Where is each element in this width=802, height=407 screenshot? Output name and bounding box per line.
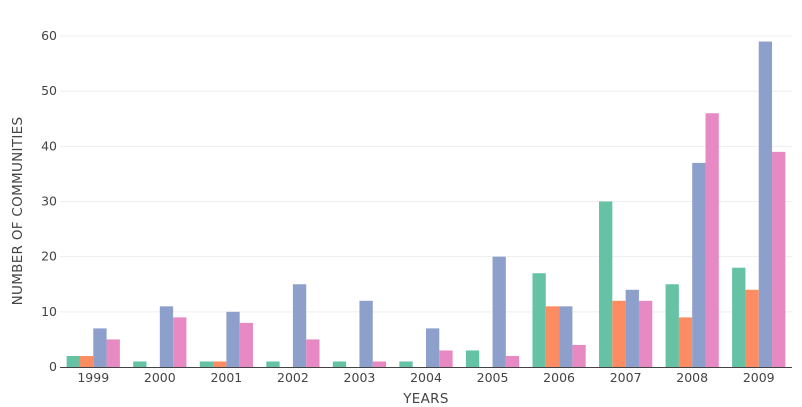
x-tick-label: 2000 xyxy=(144,370,176,385)
bar-2009-series-1[interactable] xyxy=(732,267,746,367)
bar-2002-series-3[interactable] xyxy=(292,284,307,367)
x-axis-title: YEARS xyxy=(402,391,448,407)
bar-2008-series-3[interactable] xyxy=(692,162,706,367)
bar-2006-series-1[interactable] xyxy=(532,273,546,367)
bar-2004-series-3[interactable] xyxy=(426,328,440,367)
bar-2006-series-4[interactable] xyxy=(572,344,586,367)
bar-2007-series-2[interactable] xyxy=(612,300,626,367)
bar-2007-series-1[interactable] xyxy=(599,201,613,367)
x-tick-label: 2008 xyxy=(676,370,708,385)
x-tick-label: 2009 xyxy=(743,370,775,385)
bar-2003-series-1[interactable] xyxy=(332,361,347,367)
bar-2005-series-3[interactable] xyxy=(492,256,506,367)
y-tick-label: 30 xyxy=(41,194,57,209)
bar-2009-series-2[interactable] xyxy=(745,289,759,367)
bar-2006-series-2[interactable] xyxy=(545,306,560,367)
bar-1999-series-3[interactable] xyxy=(93,328,107,367)
bar-2003-series-4[interactable] xyxy=(372,361,387,367)
x-tick-label: 2003 xyxy=(344,370,376,385)
y-tick-label: 20 xyxy=(41,249,57,264)
bar-2005-series-1[interactable] xyxy=(465,350,480,367)
y-tick-label: 10 xyxy=(41,304,57,319)
bar-2000-series-4[interactable] xyxy=(173,317,187,367)
bar-2000-series-1[interactable] xyxy=(133,361,147,367)
bar-2009-series-3[interactable] xyxy=(758,41,773,367)
x-tick-labels: 1999 2000 2001 2002 2003 2004 2005 2006 2007 2008… xyxy=(77,370,774,385)
x-tick-label: 2001 xyxy=(210,370,242,385)
bar-1999-series-1[interactable] xyxy=(66,355,80,367)
y-tick-label: 0 xyxy=(49,359,57,374)
bar-2006-series-3[interactable] xyxy=(559,306,573,367)
bar-2004-series-1[interactable] xyxy=(399,361,413,367)
x-tick-label: 2002 xyxy=(277,370,309,385)
grid-lines xyxy=(60,35,792,313)
bar-2001-series-1[interactable] xyxy=(199,361,214,367)
x-tick-label: 2004 xyxy=(410,370,442,385)
bar-2002-series-4[interactable] xyxy=(306,339,320,367)
bar-2007-series-3[interactable] xyxy=(625,289,639,367)
bar-2001-series-3[interactable] xyxy=(226,311,240,367)
bar-1999-series-4[interactable] xyxy=(106,339,120,367)
y-tick-labels: 0 10 20 30 40 50 60 xyxy=(41,28,57,374)
bars xyxy=(66,41,786,368)
bar-2008-series-2[interactable] xyxy=(678,317,693,367)
y-tick-label: 40 xyxy=(41,138,57,153)
y-tick-label: 60 xyxy=(41,28,57,43)
y-tick-label: 50 xyxy=(41,83,57,98)
bar-2002-series-1[interactable] xyxy=(266,361,280,367)
bar-2009-series-4[interactable] xyxy=(772,151,786,367)
bar-2003-series-3[interactable] xyxy=(359,300,373,367)
x-tick-label: 1999 xyxy=(77,370,109,385)
bar-2000-series-3[interactable] xyxy=(159,306,174,367)
bar-2008-series-1[interactable] xyxy=(665,284,679,367)
x-tick-label: 2005 xyxy=(477,370,509,385)
bar-2004-series-4[interactable] xyxy=(439,350,453,367)
bar-2001-series-2[interactable] xyxy=(213,361,227,367)
bar-2001-series-4[interactable] xyxy=(239,322,253,367)
bar-1999-series-2[interactable] xyxy=(79,355,94,367)
bar-2007-series-4[interactable] xyxy=(638,300,653,367)
bar-2005-series-4[interactable] xyxy=(505,355,520,367)
y-axis-title: NUMBER OF COMMUNITIES xyxy=(10,117,26,306)
bar-2008-series-4[interactable] xyxy=(705,113,719,368)
x-tick-label: 2006 xyxy=(543,370,575,385)
x-tick-label: 2007 xyxy=(610,370,642,385)
